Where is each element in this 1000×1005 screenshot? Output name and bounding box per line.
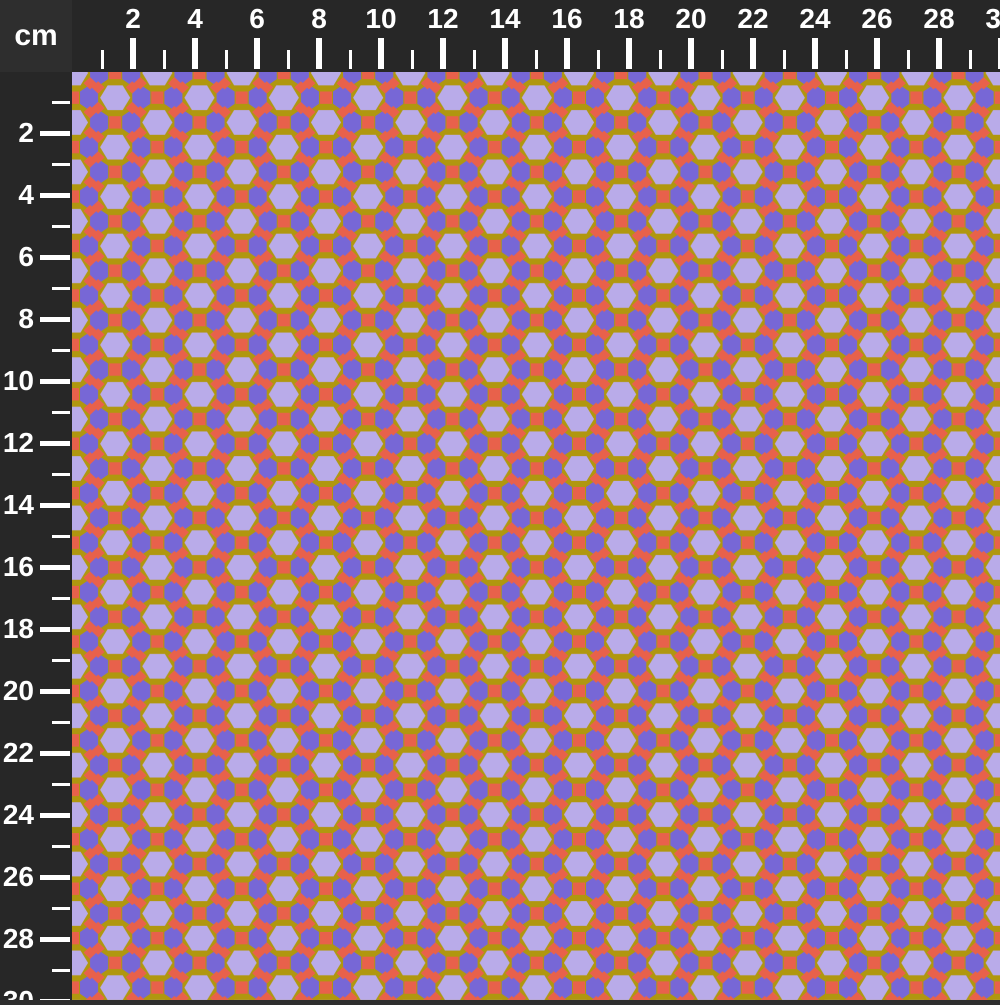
left-ruler-number: 14 [2,489,34,520]
left-ruler-number: 20 [2,675,34,706]
left-ruler-tick-major [40,688,70,694]
left-ruler-tick-minor [52,720,70,724]
left-ruler-tick-major [40,812,70,818]
top-ruler-number: 18 [613,3,645,34]
left-ruler-number: 4 [18,179,34,210]
left-ruler-tick-minor [52,410,70,414]
top-ruler-number: 24 [799,3,831,34]
top-ruler-tick-major [130,38,136,69]
top-ruler-tick-major [750,38,756,69]
left-ruler-number: 24 [2,799,34,830]
top-ruler: 24681012141618202224262830 [72,0,1000,72]
left-ruler-tick-minor [52,596,70,600]
top-ruler-tick-major [316,38,322,69]
left-ruler-number: 12 [2,427,34,458]
left-ruler: 24681012141618202224262830 [0,72,72,1000]
top-ruler-tick-minor [348,50,352,69]
left-ruler-number: 22 [2,737,34,768]
left-ruler-tick-major [40,874,70,880]
top-ruler-number: 2 [125,3,141,34]
top-ruler-tick-minor [968,50,972,69]
left-ruler-number: 6 [18,241,34,272]
top-ruler-tick-major [254,38,260,69]
left-ruler-tick-major [40,130,70,136]
top-ruler-number: 6 [249,3,265,34]
left-ruler-tick-major [40,502,70,508]
left-ruler-tick-minor [52,224,70,228]
top-ruler-number: 4 [187,3,203,34]
top-ruler-number: 14 [489,3,521,34]
top-ruler-tick-minor [906,50,910,69]
left-ruler-number: 26 [2,861,34,892]
top-ruler-number: 10 [365,3,397,34]
top-ruler-tick-major [936,38,942,69]
left-ruler-tick-major [40,936,70,942]
top-ruler-tick-major [688,38,694,69]
left-ruler-number: 16 [2,551,34,582]
left-ruler-number: 2 [18,117,34,148]
left-ruler-number: 18 [2,613,34,644]
left-ruler-tick-major [40,440,70,446]
top-ruler-tick-major [378,38,384,69]
top-ruler-tick-major [564,38,570,69]
top-ruler-tick-major [812,38,818,69]
fabric-swatch [72,72,1000,1000]
left-ruler-tick-minor [52,100,70,104]
top-ruler-number: 22 [737,3,769,34]
top-ruler-number: 8 [311,3,327,34]
top-ruler-tick-minor [782,50,786,69]
top-ruler-tick-minor [162,50,166,69]
top-ruler-number: 12 [427,3,459,34]
left-ruler-tick-minor [52,906,70,910]
top-ruler-tick-major [626,38,632,69]
left-ruler-tick-major [40,998,70,1000]
top-ruler-tick-major [192,38,198,69]
top-ruler-tick-minor [224,50,228,69]
left-ruler-tick-minor [52,472,70,476]
unit-label-text: cm [14,19,58,52]
left-ruler-tick-minor [52,162,70,166]
left-ruler-tick-minor [52,286,70,290]
top-ruler-tick-major [998,38,1000,69]
left-ruler-tick-major [40,316,70,322]
left-ruler-tick-major [40,254,70,260]
left-ruler-tick-minor [52,348,70,352]
left-ruler-number: 30 [3,987,34,1001]
top-ruler-tick-major [502,38,508,69]
top-ruler-tick-major [440,38,446,69]
left-ruler-number: 10 [2,365,34,396]
top-ruler-tick-minor [286,50,290,69]
ruler-unit-label: cm [0,0,72,72]
left-ruler-tick-minor [52,844,70,848]
left-ruler-tick-major [40,564,70,570]
top-ruler-tick-minor [472,50,476,69]
top-ruler-tick-minor [720,50,724,69]
left-ruler-number: 8 [18,303,34,334]
top-ruler-tick-minor [534,50,538,69]
top-ruler-number: 30 [985,3,1000,34]
fabric-fill [72,72,1000,1000]
left-ruler-tick-major [40,750,70,756]
top-ruler-number: 28 [923,3,955,34]
top-ruler-tick-minor [658,50,662,69]
top-ruler-number: 20 [675,3,707,34]
top-ruler-tick-major [874,38,880,69]
left-ruler-tick-minor [52,968,70,972]
left-ruler-tick-major [40,192,70,198]
left-ruler-number: 28 [2,923,34,954]
top-ruler-number: 26 [861,3,893,34]
top-ruler-tick-minor [100,50,104,69]
left-ruler-tick-minor [52,658,70,662]
top-ruler-tick-minor [410,50,414,69]
left-ruler-tick-minor [52,534,70,538]
top-ruler-number: 16 [551,3,583,34]
top-ruler-tick-minor [596,50,600,69]
left-ruler-tick-major [40,378,70,384]
fabric-pattern-svg [72,72,1000,1000]
left-ruler-tick-minor [52,782,70,786]
top-ruler-tick-minor [844,50,848,69]
left-ruler-tick-major [40,626,70,632]
